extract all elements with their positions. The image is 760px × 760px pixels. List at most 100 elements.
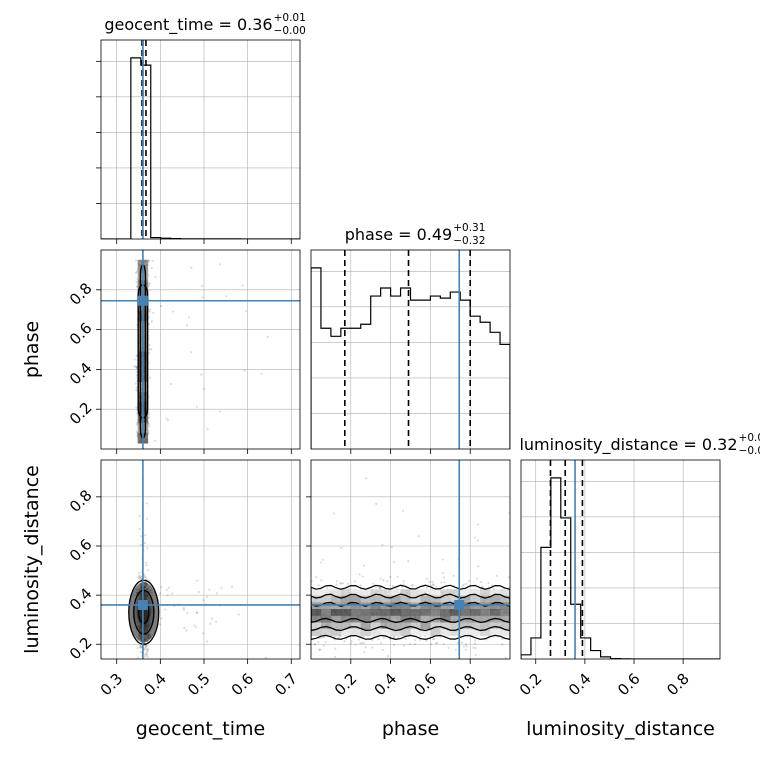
density-cell [500, 602, 510, 610]
sample-point [371, 638, 374, 642]
sample-point [139, 646, 142, 649]
sample-point [147, 413, 151, 416]
sample-point [319, 648, 322, 651]
density-cell [430, 622, 441, 630]
density-cell [460, 595, 471, 603]
sample-point [169, 382, 172, 386]
sample-point [436, 641, 439, 645]
sample-point [154, 275, 157, 279]
sample-point [434, 642, 438, 645]
sample-point [480, 585, 484, 588]
density-cell [360, 622, 372, 630]
sample-point [186, 324, 189, 327]
density-cell [420, 622, 431, 630]
sample-point [202, 599, 205, 602]
sample-point [464, 643, 467, 646]
density-cell [370, 609, 382, 617]
density-cell [460, 628, 471, 637]
sample-point [379, 577, 382, 580]
title-geocent_time-upper: +0.01 [274, 12, 306, 24]
sample-point [385, 580, 389, 583]
density-cell [370, 589, 382, 597]
sample-point [476, 539, 479, 542]
density-cell [330, 602, 342, 610]
sample-point [195, 625, 198, 629]
sample-point [243, 369, 246, 372]
sample-point [447, 646, 450, 650]
sample-point [147, 569, 150, 572]
sample-point [134, 271, 138, 274]
sample-point [346, 582, 350, 586]
sample-point [431, 583, 435, 586]
sample-point [360, 642, 363, 645]
truth-marker [137, 295, 148, 306]
sample-point [138, 527, 141, 531]
sample-point [139, 645, 142, 648]
sample-point [148, 308, 151, 311]
sample-point [148, 310, 151, 313]
marginal-luminosity_distance-group [521, 460, 720, 659]
sample-point [379, 586, 382, 590]
sample-point [322, 644, 325, 647]
sample-point [382, 669, 384, 671]
density-cell [440, 609, 451, 617]
sample-point [145, 517, 149, 520]
sample-point [148, 344, 151, 347]
sample-point [185, 629, 188, 632]
sample-point [413, 639, 417, 642]
x-axis-label-geocent_time: geocent_time [136, 718, 265, 740]
density-cell [480, 589, 491, 597]
density-cell [330, 615, 342, 623]
sample-point [196, 611, 199, 614]
sample-point [479, 580, 483, 584]
sample-point [166, 594, 169, 597]
sample-point [465, 645, 468, 648]
contour [133, 589, 155, 635]
sample-point [372, 582, 375, 585]
sample-point [454, 648, 457, 651]
density-cell [470, 602, 481, 610]
sample-point [138, 574, 141, 577]
sample-point [147, 648, 150, 651]
contour [311, 601, 510, 624]
density-cell [350, 589, 362, 597]
density-cell [390, 622, 402, 630]
y-tick-label: 0.8 [66, 486, 96, 516]
pair-geocent_time-phase-group [101, 250, 300, 449]
contour [311, 584, 510, 640]
density-cell [420, 595, 431, 603]
density-cell [460, 622, 471, 630]
sample-point [425, 578, 429, 581]
density-cell [440, 589, 451, 597]
panel-frame [310, 249, 511, 450]
sample-point [350, 640, 353, 643]
density-cell [430, 628, 441, 637]
sample-point [137, 576, 140, 579]
sample-point [474, 653, 477, 657]
sample-point [165, 588, 168, 591]
density-cell [311, 622, 322, 630]
density-cell [380, 628, 392, 637]
density-cell [440, 628, 451, 637]
sample-point [143, 648, 146, 652]
sample-point [440, 581, 443, 584]
sample-point [452, 574, 455, 577]
sample-point [443, 581, 446, 584]
density-cell [430, 609, 441, 617]
density-cell [470, 628, 481, 637]
sample-point [501, 637, 504, 641]
sample-point [186, 612, 189, 615]
sample-point [144, 700, 146, 702]
sample-point [203, 388, 206, 391]
density-cell [420, 628, 431, 637]
sample-point [187, 316, 190, 319]
sample-point [205, 595, 209, 598]
density-cell [350, 602, 362, 610]
sample-point [135, 386, 138, 389]
sample-point [138, 571, 141, 574]
density-cell [440, 622, 451, 630]
sample-point [390, 546, 393, 549]
sample-point [508, 586, 510, 589]
sample-point [363, 663, 365, 665]
sample-point [474, 536, 477, 539]
